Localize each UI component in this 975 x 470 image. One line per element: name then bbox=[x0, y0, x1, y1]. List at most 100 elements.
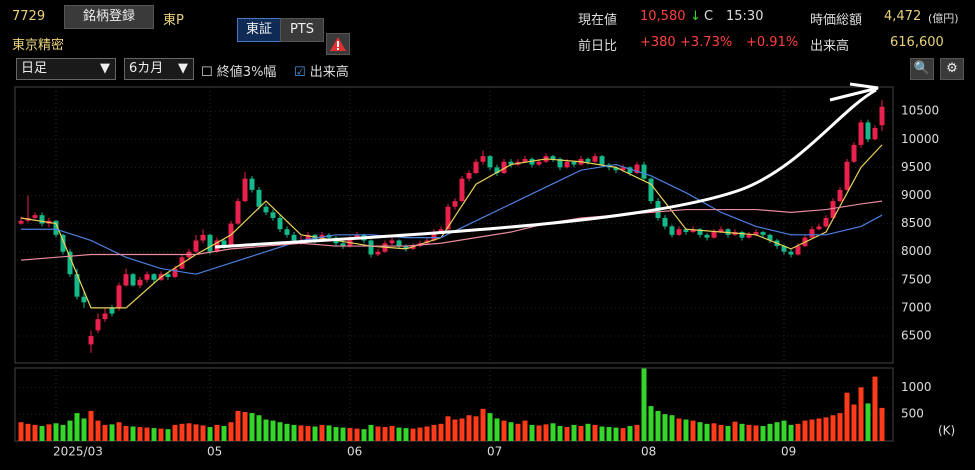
volume-bar bbox=[830, 415, 836, 441]
trend-arrow bbox=[214, 88, 877, 249]
volume-bar bbox=[823, 417, 829, 441]
candle-body bbox=[172, 268, 178, 277]
exchange-tab[interactable]: PTS bbox=[280, 18, 324, 42]
y-tick-label: 10000 bbox=[901, 132, 939, 146]
candle-body bbox=[816, 226, 822, 230]
volume-bar bbox=[648, 406, 654, 441]
candle-body bbox=[739, 232, 745, 238]
volume-bar bbox=[865, 403, 871, 441]
period-select[interactable]: 日足 ▼ bbox=[16, 58, 116, 80]
volume-bar bbox=[95, 420, 101, 441]
volume-bar bbox=[60, 424, 66, 441]
volume-bar bbox=[410, 428, 416, 441]
volume-bar bbox=[599, 426, 605, 441]
volume-bar bbox=[277, 422, 283, 441]
candle-body bbox=[340, 243, 346, 247]
range-select[interactable]: 6カ月 ▼ bbox=[124, 58, 194, 80]
alert-icon bbox=[330, 37, 346, 51]
candle-body bbox=[585, 158, 591, 162]
volume-bar bbox=[543, 424, 549, 441]
volume-bar bbox=[809, 419, 815, 441]
volume-bar bbox=[235, 410, 241, 441]
candle-body bbox=[599, 156, 605, 165]
volume-bar bbox=[130, 426, 136, 441]
volume-bar bbox=[536, 425, 542, 441]
volume-bar bbox=[431, 424, 437, 441]
volume-bar bbox=[200, 425, 206, 441]
volume-bar bbox=[368, 424, 374, 441]
option-checkbox[interactable]: ☑ 出来高 bbox=[294, 65, 349, 80]
y-tick-label: 7500 bbox=[901, 272, 932, 286]
volume-bar bbox=[186, 423, 192, 441]
candle-body bbox=[508, 161, 514, 165]
candle-body bbox=[242, 178, 248, 202]
candle-body bbox=[39, 215, 45, 224]
candle-body bbox=[641, 164, 647, 179]
volume-bar bbox=[459, 418, 465, 441]
exchange-tab[interactable]: 東証 bbox=[237, 18, 281, 42]
volume-bar bbox=[550, 423, 556, 441]
volume-bar bbox=[872, 376, 878, 441]
volume-bar bbox=[739, 423, 745, 441]
volume-bar bbox=[207, 427, 213, 441]
volume-bar bbox=[844, 392, 850, 441]
volume-label: 出来高 bbox=[810, 39, 850, 54]
candle-body bbox=[690, 229, 696, 233]
volume-bar bbox=[746, 424, 752, 441]
candle-body bbox=[473, 161, 479, 174]
x-tick-label: 05 bbox=[207, 445, 222, 459]
volume-bar bbox=[158, 428, 164, 441]
company-name: 東京精密 bbox=[12, 38, 65, 53]
volume-bar bbox=[81, 418, 87, 441]
volume-bar bbox=[655, 410, 661, 441]
volume-bar bbox=[263, 419, 269, 441]
candle-body bbox=[249, 178, 255, 190]
volume-bar bbox=[109, 424, 115, 441]
alert-button[interactable] bbox=[326, 33, 350, 55]
volume-bar bbox=[774, 422, 780, 441]
volume-bar bbox=[452, 419, 458, 441]
candle-body bbox=[851, 144, 857, 162]
candle-body bbox=[683, 229, 689, 233]
volume-bar bbox=[704, 423, 710, 441]
candle-body bbox=[746, 234, 752, 238]
change: +380 bbox=[640, 35, 676, 50]
volume-bar bbox=[256, 415, 262, 441]
option-checkbox[interactable]: ☐ 終値3%幅 bbox=[201, 65, 277, 80]
volume-bar bbox=[67, 420, 73, 441]
volume-bar bbox=[662, 414, 668, 441]
register-button[interactable]: 銘柄登録 bbox=[64, 5, 154, 29]
candle-body bbox=[494, 167, 500, 174]
candle-body bbox=[697, 229, 703, 235]
trend-arrow-head bbox=[829, 82, 879, 102]
candle-body bbox=[550, 156, 556, 159]
volume-bar bbox=[851, 404, 857, 441]
volume-bar bbox=[802, 420, 808, 441]
volume-bar bbox=[424, 426, 430, 441]
zoom-button[interactable]: 🔍 bbox=[910, 58, 934, 80]
volume-bar bbox=[347, 428, 353, 441]
candle-body bbox=[438, 229, 444, 233]
candle-body bbox=[277, 217, 283, 230]
candle-body bbox=[165, 274, 171, 277]
candle-body bbox=[872, 128, 878, 140]
candle-body bbox=[830, 201, 836, 218]
volume-bar bbox=[634, 424, 640, 441]
volume-bar bbox=[417, 427, 423, 441]
candle-body bbox=[403, 246, 409, 249]
candle-body bbox=[207, 234, 213, 252]
volume-bar bbox=[354, 428, 360, 441]
volume-bar bbox=[228, 422, 234, 441]
moving-average bbox=[20, 200, 883, 261]
settings-button[interactable]: ⚙ bbox=[940, 58, 964, 80]
volume-bar bbox=[816, 418, 822, 441]
volume-bar bbox=[389, 425, 395, 441]
volume-bar bbox=[697, 422, 703, 441]
volume-bar bbox=[284, 423, 290, 441]
volume-bar bbox=[172, 424, 178, 441]
volume-bar bbox=[585, 423, 591, 441]
candle-body bbox=[235, 201, 241, 224]
candle-body bbox=[620, 167, 626, 171]
volume-bar bbox=[858, 387, 864, 441]
